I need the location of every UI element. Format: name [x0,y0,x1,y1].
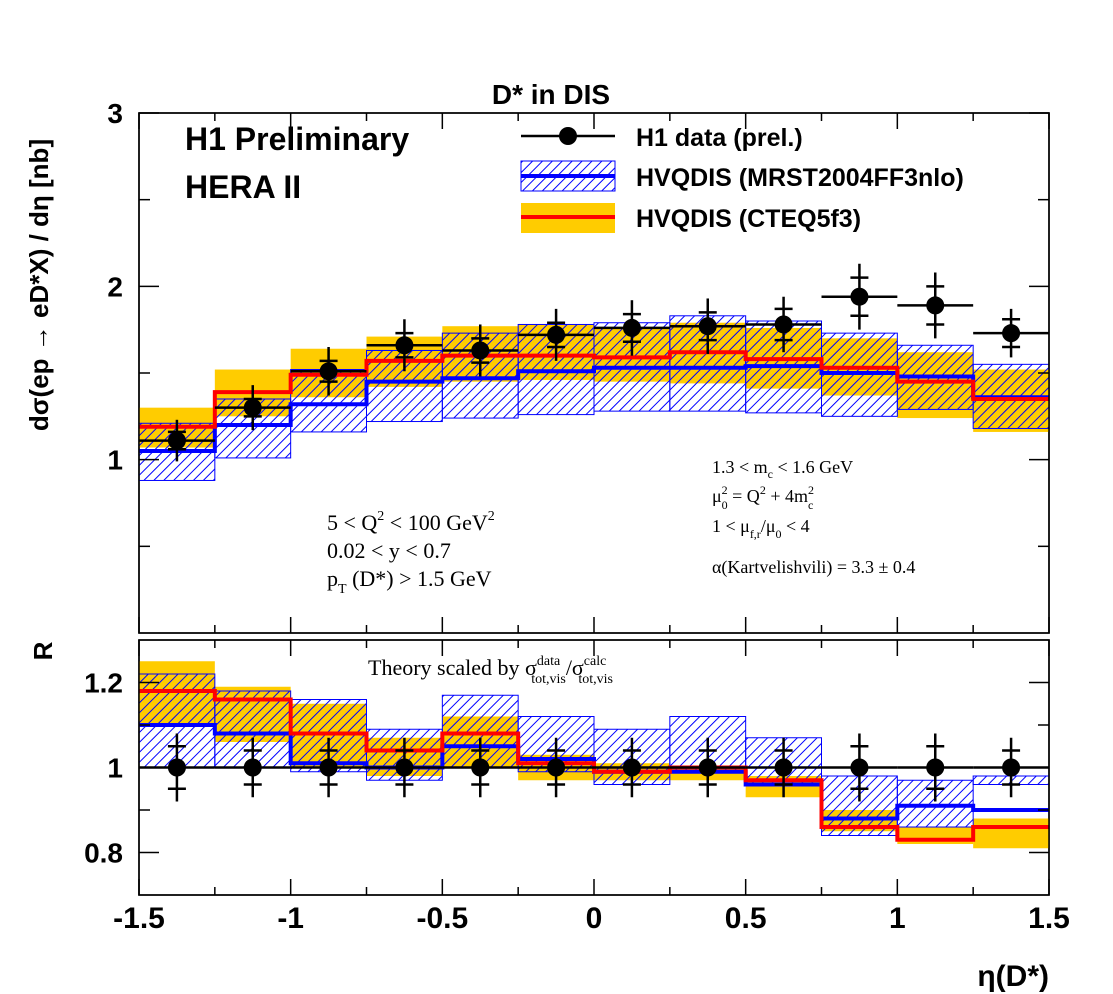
data-point [518,308,594,361]
alpha-text: α(Kartvelishvili) = 3.3 ± 0.4 [712,557,915,578]
data-point [518,737,594,798]
top-axis-ticks: 1 2 3 [107,98,1050,633]
data-point [669,298,746,354]
data-point [821,263,898,330]
mrst-central-line [139,723,1049,821]
data-point [594,737,670,798]
x-tick-label: 1 [889,902,906,935]
y-tick-label: 2 [107,271,123,302]
y-tick-label: 1 [107,445,123,476]
data-point [745,296,822,353]
data-point [214,737,291,798]
data-point [897,272,974,339]
data-point [745,737,822,798]
legend: H1 data (prel.) HVQDIS (MRST2004FF3nlo) … [520,124,964,233]
legend-data-marker [559,127,577,145]
x-tick-label: 0 [586,902,603,935]
data-point [669,737,746,798]
x-tick-label: 1.5 [1028,902,1070,935]
bottom-points [139,733,1049,802]
cteq-central-line [139,350,1049,429]
data-point [139,419,215,462]
data-point [973,308,1049,358]
data-point [290,737,367,798]
cteq-band-bin [973,818,1049,849]
top-points [139,263,1049,462]
data-point [214,385,291,431]
y-tick-label: 1 [107,753,123,784]
data-point [594,300,670,356]
h1-preliminary-label: H1 Preliminary [185,121,409,157]
data-point [366,737,443,798]
x-tick-label: -0.5 [416,902,468,935]
y-tick-label: 0.8 [84,838,123,869]
data-point [442,737,519,798]
legend-mrst-label: HVQDIS (MRST2004FF3nlo) [636,164,964,192]
x-tick-label: 0.5 [725,902,767,935]
x-tick-label: -1.5 [113,902,165,935]
legend-cteq-label: HVQDIS (CTEQ5f3) [636,205,861,233]
hera-label: HERA II [185,169,301,205]
bottom-y-axis-label: R [28,641,58,660]
y-tick-label: 1.2 [84,668,123,699]
bottom-axis-ticks: 0.8 1 1.2 -1.5 -1 -0.5 0 0.5 1 1.5 [84,640,1070,935]
legend-data-label: H1 data (prel.) [636,124,803,152]
data-point [442,324,519,377]
chart-title: D* in DIS [492,79,610,110]
data-point [290,347,367,396]
data-point [821,733,898,802]
x-tick-label: -1 [277,902,304,935]
y-tick-label: 3 [107,98,123,129]
cut-y-text: 0.02 < y < 0.7 [327,538,451,563]
top-y-axis-label: dσ(ep → eD*X) / dη [nb] [24,139,54,431]
x-axis-label: η(D*) [977,960,1049,993]
data-point [897,733,974,802]
cut-q2-text: 5 < Q2 < 100 GeV2 [327,509,495,535]
data-point [366,319,443,372]
top-lines [139,350,1049,453]
